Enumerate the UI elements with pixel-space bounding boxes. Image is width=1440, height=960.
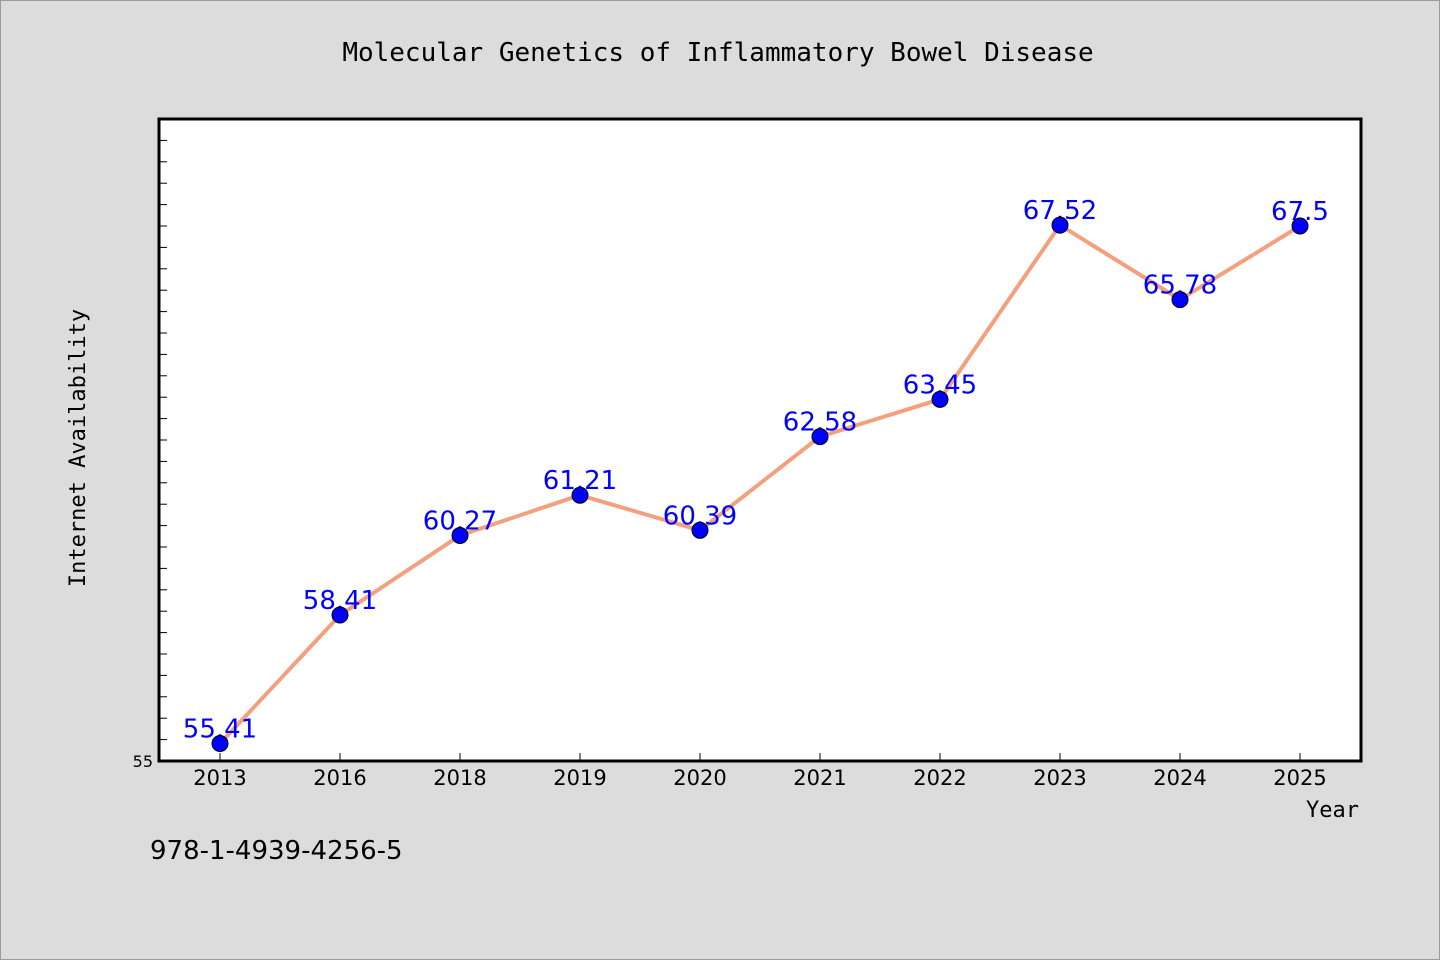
- chart-title: Molecular Genetics of Inflammatory Bowel…: [342, 38, 1093, 68]
- data-point: [331, 606, 349, 624]
- data-point: [1051, 216, 1069, 234]
- x-tick-label: 2018: [433, 766, 486, 790]
- data-point: [1291, 217, 1309, 235]
- x-axis-label: Year: [1306, 798, 1359, 823]
- x-tick-label: 2013: [193, 766, 246, 790]
- data-markers: [211, 216, 1309, 752]
- data-point: [931, 390, 949, 408]
- x-axis-tick-labels: 2013 2016 2018 2019 2020 2021 2022 2023 2024 2025: [193, 766, 1326, 790]
- y-axis-ticks: [159, 139, 167, 741]
- series-line: [218, 223, 1302, 745]
- plot-area: [157, 117, 1363, 763]
- data-point: [691, 521, 709, 539]
- x-tick-label: 2020: [673, 766, 726, 790]
- x-tick-label: 2021: [793, 766, 846, 790]
- data-point: [811, 428, 829, 446]
- y-tick-label: 55: [133, 752, 153, 771]
- data-point: [211, 734, 229, 752]
- isbn-code: 978-1-4939-4256-5: [150, 836, 403, 866]
- x-tick-label: 2022: [913, 766, 966, 790]
- x-tick-label: 2025: [1273, 766, 1326, 790]
- data-point: [451, 526, 469, 544]
- data-point: [1171, 291, 1189, 309]
- x-tick-label: 2019: [553, 766, 606, 790]
- y-axis-tick-labels: 55: [133, 752, 153, 771]
- x-tick-label: 2023: [1033, 766, 1086, 790]
- data-point: [571, 486, 589, 504]
- y-axis-label: Internet Availability: [66, 309, 91, 587]
- x-tick-label: 2016: [313, 766, 366, 790]
- x-tick-label: 2024: [1153, 766, 1206, 790]
- x-axis-ticks: [219, 753, 1301, 761]
